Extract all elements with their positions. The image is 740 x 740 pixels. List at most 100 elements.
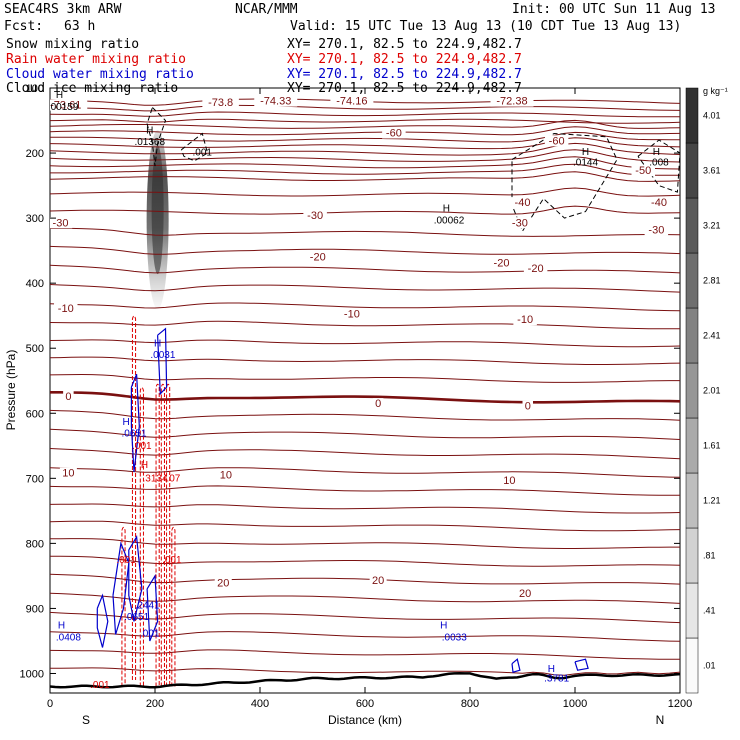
x-tick-label: 800 [461, 698, 479, 710]
temperature-contour-label: 10 [220, 470, 232, 482]
isotherm [50, 142, 680, 156]
cloud-water-contour [511, 658, 521, 673]
cloud-water-contour [146, 573, 159, 642]
colorbar-swatch [685, 197, 699, 254]
temperature-contour-label: -20 [310, 252, 326, 264]
cloud-water-contour [128, 535, 143, 622]
contour-label-bg [631, 165, 655, 177]
temperature-contour-label: -73.61 [50, 100, 81, 112]
contour-label-bg [489, 257, 514, 269]
colorbar-swatch [685, 472, 699, 529]
extremum-label: .07 [166, 474, 180, 485]
isotherm [50, 428, 680, 440]
isotherm [50, 503, 680, 514]
contour-label-bg [217, 469, 235, 481]
x-tick-label: 200 [146, 698, 164, 710]
temperature-contour-label: -72.38 [496, 96, 527, 108]
colorbar-label: 2.41 [703, 331, 721, 341]
temperature-contour-labels: -73.8L-74.33-74.16-72.38-73.61-60-60-50-… [50, 94, 671, 600]
isotherm [50, 118, 680, 124]
forecast-label: Fcst: [4, 19, 44, 34]
rain-water-contour [121, 526, 126, 687]
isotherm [50, 187, 680, 197]
extremum-label: .001 [116, 555, 136, 566]
isotherm [50, 205, 680, 215]
endpoint-south-label: S [82, 713, 90, 727]
contour-label-bg [513, 314, 537, 326]
contour-label-bg [369, 575, 387, 587]
extremum-label: .00062 [434, 215, 465, 226]
extremum-label: .0144 [573, 157, 598, 168]
cloud-ice-contours [146, 107, 680, 233]
temperature-contour-label: 20 [372, 575, 384, 587]
rain-water-contour [166, 383, 171, 687]
isotherm [50, 520, 680, 532]
colorbar-swatch [685, 87, 699, 144]
extremum-label: .001 [90, 680, 110, 691]
x-tick-label: 400 [251, 698, 269, 710]
valid-time: Valid: 15 UTC Tue 13 Aug 13 (10 CDT Tue … [290, 19, 682, 34]
contour-label-bg [382, 127, 406, 139]
field-name-rain: Rain water mixing ratio [6, 52, 187, 67]
isotherm [50, 592, 680, 604]
temperature-contour-label: 10 [62, 468, 74, 480]
colorbar-label: 1.61 [703, 441, 721, 451]
temperature-contour-label: -10 [344, 308, 360, 320]
isotherm [50, 467, 680, 478]
temperature-contour-label: -60 [549, 135, 565, 147]
isotherm [50, 227, 680, 237]
isotherm [50, 302, 680, 312]
extremum-label: H [653, 147, 660, 158]
extremum-label: .0651 [121, 429, 146, 440]
contour-label-bg [202, 96, 239, 108]
contour-label-bg [510, 197, 535, 209]
extremum-label: H [582, 147, 589, 158]
temperature-contour-label: -60 [386, 127, 402, 139]
y-tick-label: 500 [26, 343, 44, 355]
temperature-contour-label: 0 [375, 398, 381, 410]
x-tick-label: 600 [356, 698, 374, 710]
contour-label-bg [544, 135, 569, 147]
colorbar-swatch [685, 142, 699, 199]
x-axis: 0 200 400 600 800 1000 1200 [47, 88, 692, 710]
extremum-label: .3781 [544, 673, 569, 684]
contour-label-bg [63, 390, 74, 402]
rain-water-contour [160, 383, 165, 687]
contour-label-bg [303, 210, 327, 222]
isotherm [50, 448, 680, 460]
temperature-contour-label: -30 [307, 210, 323, 222]
isotherm [50, 555, 680, 567]
contour-label-bg [500, 474, 518, 486]
x-tick-label: 1000 [563, 698, 587, 710]
y-tick-label: 800 [26, 538, 44, 550]
extremum-label: .01368 [134, 137, 165, 148]
colorbar-label: 4.01 [703, 111, 721, 121]
extremum-label: H [56, 90, 63, 101]
temperature-contour-label: -20 [494, 258, 510, 270]
temperature-contour-label: -10 [58, 303, 74, 315]
isotherm [50, 649, 680, 660]
contour-label-bg [516, 588, 534, 600]
rain-water-contour [139, 387, 144, 687]
extremum-label: H [123, 417, 130, 428]
extremum-label: .0651 [124, 612, 149, 623]
contour-label-bg [50, 217, 73, 229]
isotherm [50, 126, 680, 136]
extremum-label: H [440, 621, 447, 632]
y-tick-label: 200 [26, 148, 44, 160]
field-name-cloud-ice: Cloud ice mixing ratio [6, 81, 179, 96]
field-xy-cloud-water: XY= 270.1, 82.5 to 224.9,482.7 [287, 67, 522, 82]
contour-label-bg [254, 95, 298, 107]
x-axis-label: Distance (km) [328, 713, 402, 727]
colorbar-unit: g kg⁻¹ [703, 86, 728, 96]
extremum-label: .3134 [142, 474, 167, 485]
field-xy-snow: XY= 270.1, 82.5 to 224.9,482.7 [287, 37, 522, 52]
extremum-label: H [154, 338, 161, 349]
plot-area: -73.8L-74.33-74.16-72.38-73.61-60-60-50-… [20, 83, 693, 710]
cloud-water-contour [574, 658, 589, 671]
colorbar-label: 3.61 [703, 166, 721, 176]
contour-label-bg [522, 400, 533, 412]
extremum-label: .001 [140, 628, 160, 639]
